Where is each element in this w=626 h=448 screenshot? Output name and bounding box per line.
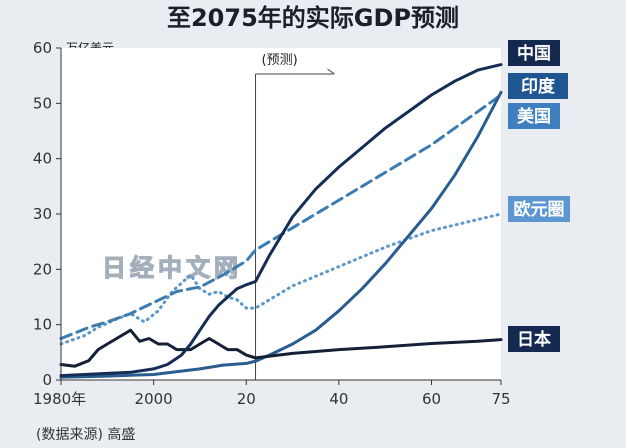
series-line-日本 [59, 328, 503, 368]
x-tick-label: 2000 [135, 390, 173, 408]
series-line-印度 [59, 90, 503, 379]
y-tick-label: 30 [33, 205, 52, 223]
y-tick-label: 20 [33, 260, 52, 278]
plot-area [61, 48, 501, 380]
x-axis: 1980年 2000 20 40 60 75 [33, 379, 511, 408]
plot-background [61, 48, 501, 380]
y-tick-label: 0 [42, 371, 52, 389]
chart-title: 至2075年的实际GDP预测 [167, 4, 459, 32]
legend-label: 欧元圈 [514, 199, 565, 220]
x-tick-label: 40 [329, 390, 348, 408]
series-line-美国 [59, 93, 503, 340]
source-note: (数据来源) 高盛 [36, 426, 135, 443]
legend-box [508, 196, 570, 222]
series-layer [59, 63, 503, 379]
y-axis: 0 10 20 30 40 50 60 [33, 39, 62, 389]
legend-box [508, 326, 560, 352]
legend-label: 美国 [517, 106, 551, 127]
forecast-label: (预测) [262, 53, 298, 68]
legend-box [508, 40, 560, 66]
legend-label: 中国 [517, 43, 551, 64]
legend-box [508, 73, 568, 99]
x-tick-label: 75 [491, 390, 510, 408]
forecast-arrow-head [327, 68, 335, 75]
series-line-中国 [59, 63, 503, 378]
x-tick-label: 20 [237, 390, 256, 408]
watermark: 日经中文网 [102, 254, 242, 282]
y-tick-label: 60 [33, 39, 52, 57]
legend-box [508, 103, 560, 129]
legend-label: 印度 [521, 76, 556, 97]
y-tick-label: 10 [33, 316, 52, 334]
y-tick-label: 50 [33, 94, 52, 112]
forecast-marker: (预测) [255, 53, 335, 380]
y-tick-label: 40 [33, 150, 52, 168]
x-tick-label: 60 [422, 390, 441, 408]
x-tick-label: 1980年 [33, 390, 86, 408]
legend-label: 日本 [517, 329, 551, 350]
